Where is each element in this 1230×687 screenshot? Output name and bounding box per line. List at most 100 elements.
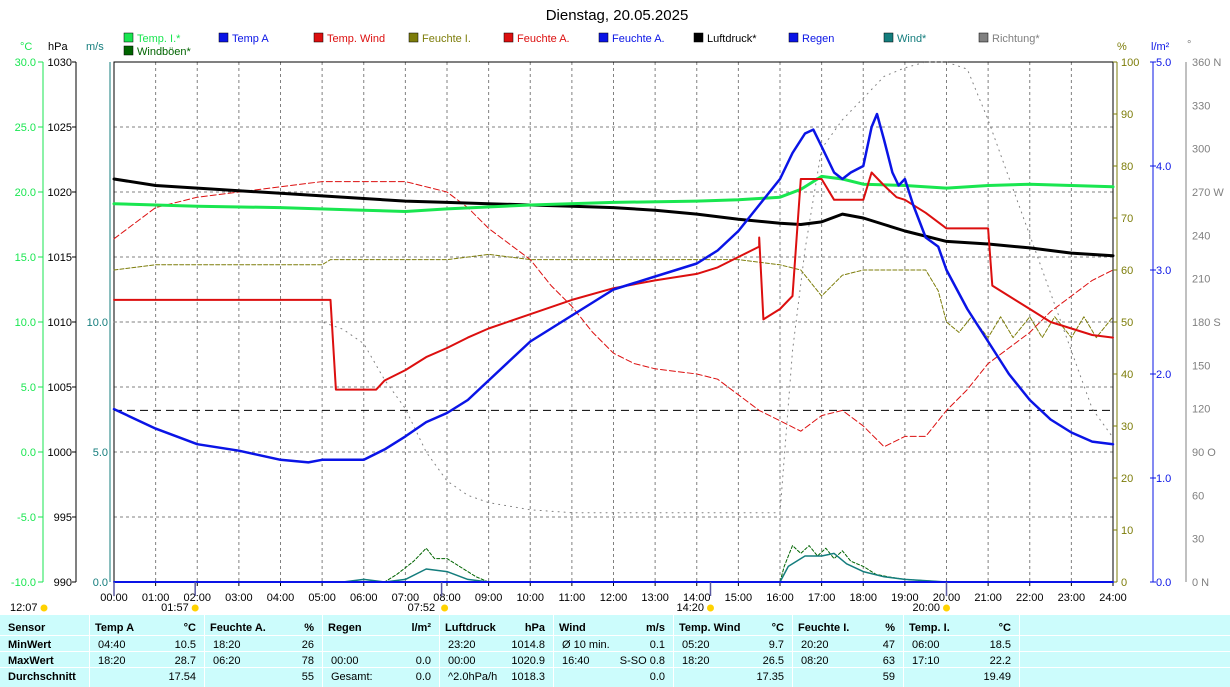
tick-x: 02:00 bbox=[183, 592, 211, 604]
tick-humidity: 90 bbox=[1121, 109, 1133, 121]
legend-label: Temp. I.* bbox=[137, 33, 181, 45]
row-label-avg: Durchschnitt bbox=[8, 671, 76, 683]
section-name: Temp A bbox=[95, 622, 135, 634]
legend-swatch bbox=[123, 32, 134, 43]
legend-label: Feuchte A. bbox=[612, 33, 665, 45]
tick-x: 07:00 bbox=[392, 592, 420, 604]
tick-direction: 270 W bbox=[1192, 187, 1224, 199]
tick-direction: 120 bbox=[1192, 404, 1210, 416]
section-name: Temp. Wind bbox=[679, 622, 741, 634]
tick-rain: 5.0 bbox=[1156, 57, 1171, 69]
tick-x: 12:00 bbox=[600, 592, 628, 604]
tick-rain: 2.0 bbox=[1156, 369, 1171, 381]
tick-pressure: 1015 bbox=[48, 252, 72, 264]
sun-markers: 12:07 01:57 07:52 14:20 20:00 bbox=[10, 582, 950, 614]
avg-label: Gesamt: bbox=[331, 671, 373, 683]
sun-icon bbox=[191, 604, 199, 612]
legend-label: Richtung* bbox=[992, 33, 1040, 45]
series-line-feuchte-i bbox=[113, 253, 1114, 339]
tick-x: 21:00 bbox=[974, 592, 1002, 604]
tick-temp: 25.0 bbox=[15, 122, 36, 134]
tick-pressure: 995 bbox=[54, 512, 72, 524]
tick-temp: 5.0 bbox=[21, 382, 36, 394]
tick-pressure: 1025 bbox=[48, 122, 72, 134]
max-time: 06:20 bbox=[213, 655, 241, 667]
avg-value: 0.0 bbox=[415, 671, 431, 683]
tick-rain: 3.0 bbox=[1156, 265, 1171, 277]
tick-x: 11:00 bbox=[559, 592, 586, 604]
tick-x: 17:00 bbox=[808, 592, 836, 604]
tick-direction: 330 bbox=[1192, 100, 1210, 112]
min-time: 06:00 bbox=[912, 639, 940, 651]
min-value: 10.5 bbox=[174, 639, 196, 651]
section-unit: % bbox=[885, 622, 895, 634]
section-unit: hPa bbox=[524, 622, 545, 634]
sun-marker-time: 12:07 bbox=[10, 602, 38, 614]
sun-icon bbox=[441, 604, 449, 612]
section-name: Feuchte A. bbox=[210, 622, 266, 634]
legend-label: Temp. Wind bbox=[327, 33, 385, 45]
tick-direction: 210 bbox=[1192, 274, 1210, 286]
legend-swatch bbox=[218, 32, 229, 43]
legend-label: Windböen* bbox=[137, 46, 192, 58]
table-section: Feuchte A.% 18:20 26 06:20 78 55 bbox=[205, 615, 323, 687]
tick-pressure: 1000 bbox=[48, 447, 72, 459]
min-time: 20:20 bbox=[801, 639, 829, 651]
legend-label: Luftdruck* bbox=[707, 33, 757, 45]
max-time: 16:40 bbox=[562, 655, 590, 667]
min-time: Ø 10 min. bbox=[562, 639, 610, 651]
sun-marker-time: 20:00 bbox=[913, 602, 941, 614]
avg-value: 17.54 bbox=[168, 671, 196, 683]
tick-x: 05:00 bbox=[308, 592, 336, 604]
sun-icon bbox=[706, 604, 714, 612]
tick-x: 14:00 bbox=[683, 592, 711, 604]
tick-direction: 30 bbox=[1192, 534, 1204, 546]
series-line-temp-wind bbox=[113, 171, 1114, 391]
tick-x: 10:00 bbox=[516, 592, 544, 604]
min-value: 0.1 bbox=[649, 639, 665, 651]
min-time: 05:20 bbox=[682, 639, 710, 651]
tick-x: 20:00 bbox=[933, 592, 961, 604]
legend-swatch bbox=[313, 32, 324, 43]
weather-chart: Dienstag, 20.05.2025 Temp. I.* Temp A Temp… bbox=[10, 7, 1224, 614]
avg-value: 17.35 bbox=[756, 671, 784, 683]
tick-x: 15:00 bbox=[725, 592, 753, 604]
tick-direction: 180 S bbox=[1192, 317, 1221, 329]
section-unit: °C bbox=[771, 622, 784, 634]
max-value: 28.7 bbox=[174, 655, 196, 667]
chart-title: Dienstag, 20.05.2025 bbox=[546, 7, 689, 24]
tick-humidity: 50 bbox=[1121, 317, 1133, 329]
axis-units: °C hPa m/s% l/m² ° bbox=[20, 39, 1191, 53]
tick-x: 08:00 bbox=[433, 592, 461, 604]
section-unit: °C bbox=[183, 622, 196, 634]
tick-temp: 20.0 bbox=[15, 187, 36, 199]
tick-direction: 0 N bbox=[1192, 577, 1209, 589]
max-time: 18:20 bbox=[682, 655, 710, 667]
tick-wind: 10.0 bbox=[87, 317, 108, 329]
series-line-feuchte-a bbox=[113, 181, 1114, 448]
tick-x: 13:00 bbox=[641, 592, 669, 604]
tick-x: 24:00 bbox=[1099, 592, 1127, 604]
tick-humidity: 30 bbox=[1121, 421, 1133, 433]
tick-humidity: 60 bbox=[1121, 265, 1133, 277]
avg-label: ^2.0hPa/h bbox=[448, 671, 498, 683]
tick-direction: 240 bbox=[1192, 230, 1210, 242]
max-value: 22.2 bbox=[989, 655, 1011, 667]
unit-wind: m/s bbox=[86, 41, 104, 53]
legend-label: Regen bbox=[802, 33, 834, 45]
max-value: 26.5 bbox=[762, 655, 784, 667]
legend-label: Wind* bbox=[897, 33, 927, 45]
tick-direction: 90 O bbox=[1192, 447, 1216, 459]
series-line-windb-en bbox=[113, 545, 1114, 583]
tick-temp: -5.0 bbox=[17, 512, 36, 524]
section-name: Luftdruck bbox=[445, 622, 496, 634]
section-name: Wind bbox=[559, 622, 586, 634]
unit-rain: l/m² bbox=[1151, 41, 1170, 53]
tick-x: 18:00 bbox=[849, 592, 877, 604]
unit-direction: ° bbox=[1187, 39, 1191, 51]
tick-temp: -10.0 bbox=[11, 577, 36, 589]
sun-icon bbox=[40, 604, 48, 612]
legend: Temp. I.* Temp A Temp. Wind Feuchte I. Feuch… bbox=[123, 32, 1040, 58]
sun-marker-time: 01:57 bbox=[161, 602, 189, 614]
series-line-richtung bbox=[113, 61, 1114, 514]
